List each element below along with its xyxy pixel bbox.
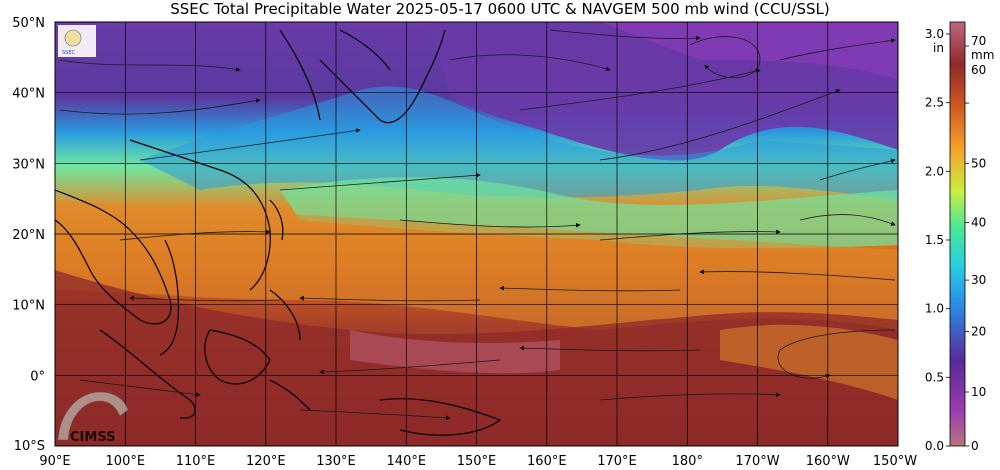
mm-tick: 30 [971, 273, 986, 287]
mm-tick: 40 [971, 216, 986, 230]
colorbar-ramp [949, 21, 966, 447]
lon-label: 160°E [527, 454, 567, 469]
lat-label: 30°N [12, 157, 45, 172]
inch-tick: 1.5 [925, 233, 944, 247]
cimss-text: CIMSS [70, 430, 115, 445]
inch-unit: in [933, 41, 944, 55]
lat-label: 40°N [12, 87, 45, 102]
lon-label: 170°W [735, 454, 779, 469]
lon-label: 160°W [806, 454, 850, 469]
inch-tick: 0.5 [925, 370, 944, 384]
inch-tick: 3.0 [925, 27, 944, 41]
map-frame [54, 21, 899, 447]
colorbar: 3.0 in 2.5 2.0 1.5 1.0 0.5 0.0 70 60 50 … [925, 21, 994, 453]
mm-tick: 70 [971, 34, 986, 48]
lon-label: 130°E [316, 454, 356, 469]
lat-label: 10°N [12, 299, 45, 314]
lon-label: 100°E [106, 454, 146, 469]
lon-label: 180° [672, 454, 703, 469]
map-title: SSEC Total Precipitable Water 2025-05-17… [170, 0, 830, 18]
lon-label: 120°E [246, 454, 286, 469]
coastlines [55, 29, 502, 436]
lon-label: 140°E [387, 454, 427, 469]
mm-tick: 50 [971, 156, 986, 170]
lon-label: 150°E [457, 454, 497, 469]
mm-tick: 60 [971, 63, 986, 77]
mm-tick: 10 [971, 385, 986, 399]
svg-text:SSEC: SSEC [62, 50, 76, 56]
lon-labels: 90°E 100°E 110°E 120°E 130°E 140°E 150°E… [39, 454, 917, 469]
inch-tick: 0.0 [925, 439, 944, 453]
lat-labels: 50°N 40°N 30°N 20°N 10°N 0° 10°S [12, 16, 45, 454]
lat-label: 10°S [14, 439, 45, 454]
lon-label: 90°E [39, 454, 70, 469]
inch-tick: 2.0 [925, 164, 944, 178]
lon-label: 110°E [176, 454, 216, 469]
lat-label: 0° [30, 369, 45, 384]
lon-label: 150°W [873, 454, 917, 469]
mm-unit: mm [971, 48, 994, 62]
lat-label: 50°N [12, 16, 45, 31]
inch-tick: 2.5 [925, 96, 944, 110]
mm-tick: 20 [971, 325, 986, 339]
inch-tick: 1.0 [925, 302, 944, 316]
mm-tick: 0 [971, 439, 979, 453]
lon-label: 170°E [597, 454, 637, 469]
lat-label: 20°N [12, 228, 45, 243]
cimss-logo: CIMSS [57, 391, 129, 445]
ssec-logo: SSEC [58, 25, 96, 57]
wind-streamlines [59, 29, 896, 421]
